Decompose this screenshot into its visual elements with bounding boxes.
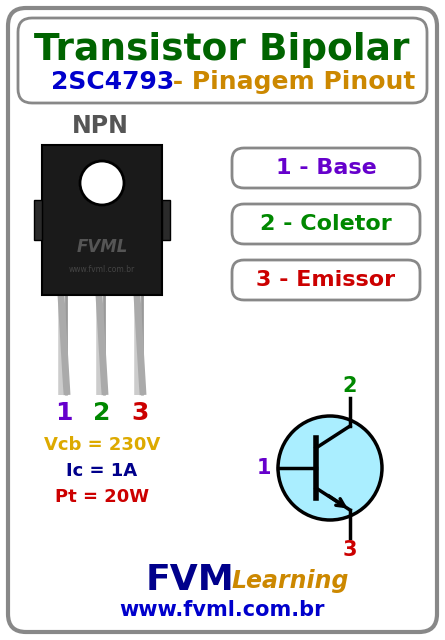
Text: 3: 3 <box>131 401 149 425</box>
Circle shape <box>278 416 382 520</box>
Text: www.fvml.com.br: www.fvml.com.br <box>69 266 135 275</box>
Text: Learning: Learning <box>231 569 349 593</box>
Text: 2SC4793: 2SC4793 <box>51 70 174 94</box>
Text: 3 - Emissor: 3 - Emissor <box>256 270 396 290</box>
FancyBboxPatch shape <box>232 148 420 188</box>
Circle shape <box>80 161 124 205</box>
Text: 2: 2 <box>93 401 111 425</box>
FancyBboxPatch shape <box>42 145 162 295</box>
Text: FVM: FVM <box>146 563 235 597</box>
Text: 1 - Base: 1 - Base <box>275 158 376 178</box>
Text: NPN: NPN <box>72 114 129 138</box>
Text: 1: 1 <box>257 458 271 478</box>
Text: Transistor Bipolar: Transistor Bipolar <box>34 32 410 68</box>
Text: Ic = 1A: Ic = 1A <box>66 462 138 480</box>
Text: - Pinagem Pinout: - Pinagem Pinout <box>164 70 416 94</box>
Text: 2 - Coletor: 2 - Coletor <box>260 214 392 234</box>
Text: 1: 1 <box>55 401 73 425</box>
FancyBboxPatch shape <box>162 200 170 240</box>
FancyBboxPatch shape <box>34 200 42 240</box>
Text: 2: 2 <box>343 376 357 396</box>
FancyBboxPatch shape <box>8 8 437 632</box>
FancyBboxPatch shape <box>232 204 420 244</box>
Text: Pt = 20W: Pt = 20W <box>55 488 149 506</box>
FancyBboxPatch shape <box>232 260 420 300</box>
Text: FVML: FVML <box>76 238 128 256</box>
Text: Vcb = 230V: Vcb = 230V <box>44 436 160 454</box>
Text: www.fvml.com.br: www.fvml.com.br <box>119 600 325 620</box>
Text: 3: 3 <box>343 540 357 560</box>
FancyBboxPatch shape <box>18 18 427 103</box>
